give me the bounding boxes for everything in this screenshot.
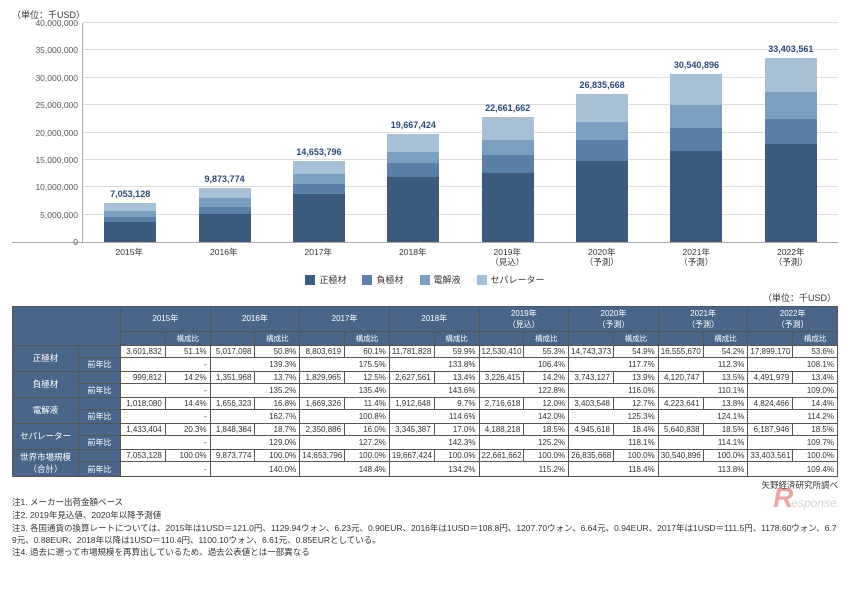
bar-3: 19,667,424 (387, 134, 439, 242)
bar-segment (293, 174, 345, 183)
y-tick: 15,000,000 (35, 155, 78, 165)
bar-1: 9,873,774 (199, 188, 251, 242)
stacked-bar-chart: 05,000,00010,000,00015,000,00020,000,000… (12, 23, 838, 243)
bar-segment (765, 92, 817, 119)
source-label: 矢野経済研究所調べ (12, 479, 838, 491)
x-label: 2017年 (292, 243, 344, 267)
bar-segment (482, 155, 534, 173)
bar-segment (199, 188, 251, 198)
bar-segment (199, 207, 251, 214)
bar-segment (293, 194, 345, 242)
data-table: 2015年2016年2017年2018年2019年（見込）2020年（予測）20… (12, 306, 838, 477)
bar-4: 22,661,662 (482, 117, 534, 242)
x-label: 2021年（予測） (670, 243, 722, 267)
watermark-logo: Response. (773, 482, 840, 514)
legend-item: 正極材 (305, 273, 346, 286)
x-label: 2018年 (387, 243, 439, 267)
bar-total-label: 9,873,774 (205, 174, 245, 184)
bar-total-label: 19,667,424 (391, 120, 436, 130)
bar-segment (576, 94, 628, 121)
bar-segment (670, 74, 722, 105)
bar-segment (387, 163, 439, 177)
bar-segment (199, 214, 251, 242)
bar-segment (765, 58, 817, 92)
bar-segment (670, 105, 722, 128)
y-tick: 30,000,000 (35, 73, 78, 83)
bar-segment (293, 184, 345, 194)
bar-total-label: 22,661,662 (485, 103, 530, 113)
x-axis-labels: 2015年 2016年 2017年 2018年 2019年（見込） 2020年（予測） 20… (82, 243, 838, 267)
bar-total-label: 30,540,896 (674, 60, 719, 70)
bar-total-label: 7,053,128 (110, 189, 150, 199)
bar-segment (576, 161, 628, 242)
bar-segment (387, 152, 439, 163)
y-tick: 20,000,000 (35, 128, 78, 138)
x-label: 2019年（見込） (481, 243, 533, 267)
bar-5: 26,835,668 (576, 94, 628, 242)
footnotes: 注1. メーカー出荷金額ベース注2. 2019年見込値、2020年以降予測値注3… (12, 497, 838, 559)
legend-item: 電解液 (420, 273, 461, 286)
chart-legend: 正極材 負極材 電解液 セパレーター (12, 273, 838, 287)
chart-unit-label: （単位：千USD） (12, 8, 838, 21)
y-tick: 5,000,000 (40, 210, 78, 220)
bar-segment (576, 140, 628, 161)
bar-total-label: 33,403,561 (768, 44, 813, 54)
y-tick: 10,000,000 (35, 182, 78, 192)
footnote-line: 注3. 各国通貨の換算レートについては、2015年は1USD＝121.0円、11… (12, 523, 838, 547)
bar-segment (765, 119, 817, 144)
bar-2: 14,653,796 (293, 161, 345, 242)
bar-total-label: 26,835,668 (580, 80, 625, 90)
chart-plot: 7,053,128 9,873,774 14,653,796 19,667,424 22… (82, 23, 838, 242)
bar-total-label: 14,653,796 (296, 147, 341, 157)
x-label: 2015年 (103, 243, 155, 267)
footnote-line: 注2. 2019年見込値、2020年以降予測値 (12, 510, 838, 522)
y-tick: 25,000,000 (35, 100, 78, 110)
bar-segment (387, 177, 439, 242)
bar-segment (670, 128, 722, 151)
bar-segment (482, 117, 534, 140)
y-tick: 40,000,000 (35, 18, 78, 28)
footnote-line: 注1. メーカー出荷金額ベース (12, 497, 838, 509)
bar-segment (765, 144, 817, 242)
bar-6: 30,540,896 (670, 74, 722, 242)
y-axis: 05,000,00010,000,00015,000,00020,000,000… (12, 23, 82, 242)
bar-segment (482, 140, 534, 155)
x-label: 2022年（予測） (765, 243, 817, 267)
bar-segment (670, 151, 722, 242)
x-label: 2016年 (198, 243, 250, 267)
legend-item: 負極材 (362, 273, 403, 286)
bar-segment (199, 198, 251, 207)
y-tick: 35,000,000 (35, 45, 78, 55)
bar-segment (104, 222, 156, 242)
bar-7: 33,403,561 (765, 58, 817, 242)
y-tick: 0 (73, 237, 78, 247)
x-label: 2020年（予測） (576, 243, 628, 267)
bar-segment (482, 173, 534, 242)
bar-segment (293, 161, 345, 174)
bar-segment (576, 122, 628, 141)
legend-item: セパレーター (477, 273, 545, 286)
bar-0: 7,053,128 (104, 203, 156, 242)
table-unit-label: （単位：千USD） (12, 291, 836, 304)
bar-segment (387, 134, 439, 152)
footnote-line: 注4. 過去に遡って市場規模を再算出しているため、過去公表値とは一部異なる (12, 547, 838, 559)
bar-segment (104, 203, 156, 211)
